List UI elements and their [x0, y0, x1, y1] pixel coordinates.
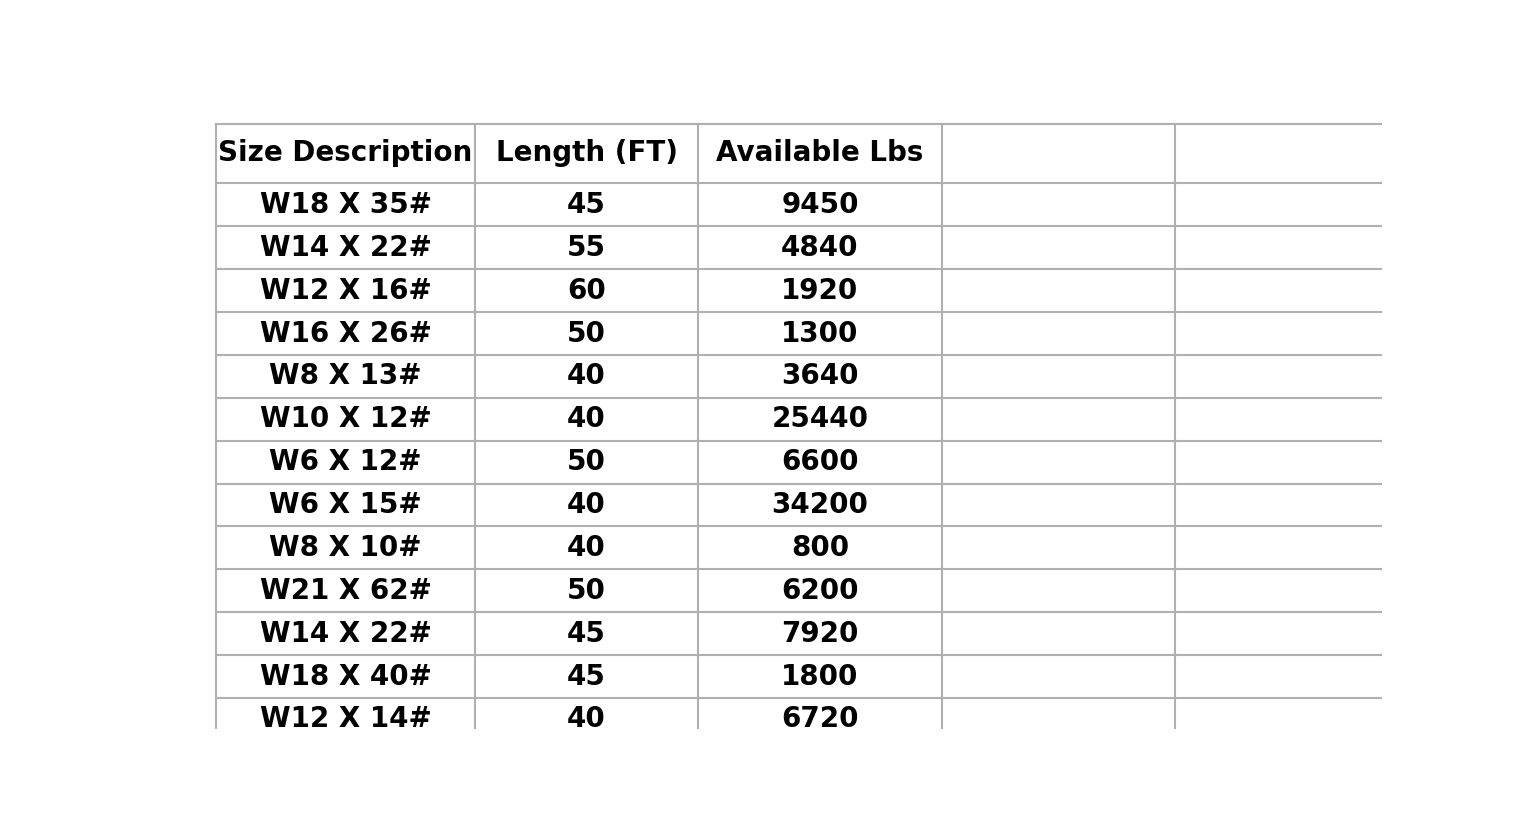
Text: W12 X 14#: W12 X 14#: [260, 705, 432, 734]
Text: W12 X 16#: W12 X 16#: [260, 277, 432, 305]
Text: W6 X 15#: W6 X 15#: [269, 491, 422, 519]
Text: 50: 50: [567, 448, 607, 476]
Text: W18 X 40#: W18 X 40#: [260, 663, 432, 690]
Text: 40: 40: [567, 405, 607, 433]
Text: 40: 40: [567, 705, 607, 734]
Text: 4840: 4840: [782, 233, 859, 262]
Text: 50: 50: [567, 577, 607, 604]
Text: 55: 55: [567, 233, 607, 262]
Text: 50: 50: [567, 319, 607, 347]
Text: 1920: 1920: [782, 277, 859, 305]
Text: 800: 800: [791, 534, 849, 562]
Text: W8 X 10#: W8 X 10#: [269, 534, 422, 562]
Text: Length (FT): Length (FT): [496, 139, 677, 167]
Text: 60: 60: [567, 277, 607, 305]
Text: 6200: 6200: [782, 577, 859, 604]
Text: W16 X 26#: W16 X 26#: [260, 319, 432, 347]
Text: 25440: 25440: [771, 405, 868, 433]
Text: 6600: 6600: [782, 448, 859, 476]
Text: W14 X 22#: W14 X 22#: [260, 233, 432, 262]
Text: 9450: 9450: [782, 191, 859, 219]
Text: 40: 40: [567, 362, 607, 391]
Text: 1800: 1800: [782, 663, 859, 690]
Text: 7920: 7920: [782, 620, 859, 648]
Text: 6720: 6720: [782, 705, 859, 734]
Text: 40: 40: [567, 491, 607, 519]
Text: Size Description: Size Description: [218, 139, 473, 167]
Text: W18 X 35#: W18 X 35#: [260, 191, 432, 219]
Text: W14 X 22#: W14 X 22#: [260, 620, 432, 648]
Text: 34200: 34200: [771, 491, 868, 519]
Text: 45: 45: [567, 620, 607, 648]
Text: W10 X 12#: W10 X 12#: [260, 405, 432, 433]
Text: 45: 45: [567, 191, 607, 219]
Text: Available Lbs: Available Lbs: [716, 139, 923, 167]
Text: 1300: 1300: [782, 319, 859, 347]
Text: W6 X 12#: W6 X 12#: [269, 448, 422, 476]
Text: 40: 40: [567, 534, 607, 562]
Text: W21 X 62#: W21 X 62#: [260, 577, 432, 604]
Text: 45: 45: [567, 663, 607, 690]
Text: W8 X 13#: W8 X 13#: [269, 362, 422, 391]
Text: 3640: 3640: [782, 362, 859, 391]
